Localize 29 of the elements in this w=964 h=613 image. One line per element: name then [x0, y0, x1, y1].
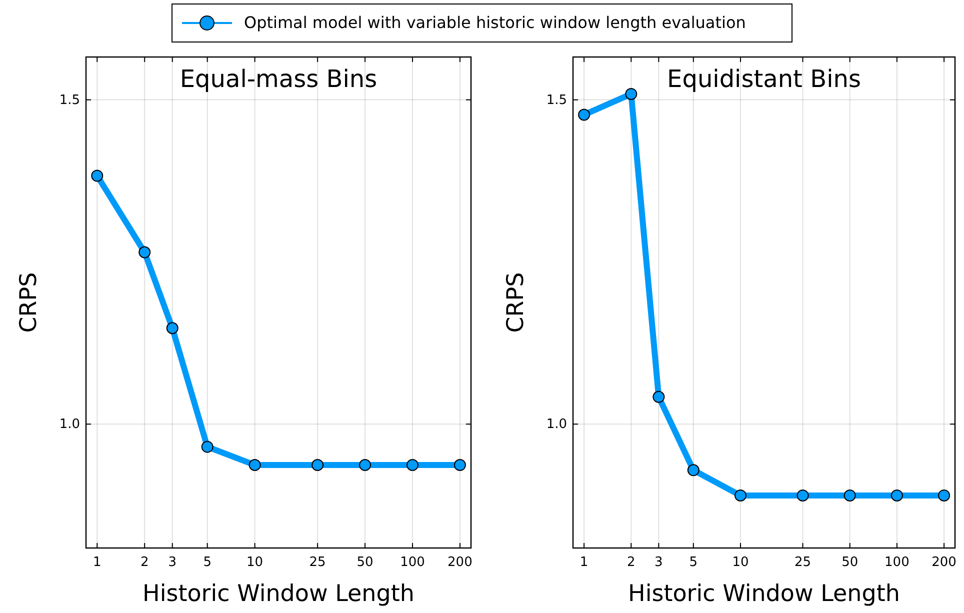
y-axis-title: CRPS — [503, 272, 529, 333]
x-tick-label: 1 — [92, 555, 102, 570]
x-tick-label: 200 — [448, 555, 472, 570]
x-tick-label: 100 — [400, 555, 425, 570]
x-tick-label: 2 — [140, 555, 149, 570]
x-axis-title: Historic Window Length — [142, 581, 414, 607]
x-tick-label: 25 — [794, 555, 812, 570]
chart-title: Equal-mass Bins — [180, 65, 378, 93]
y-tick-label: 1.5 — [59, 92, 80, 108]
x-tick-label: 5 — [203, 555, 212, 570]
x-tick-label: 2 — [627, 555, 636, 570]
x-axis-title: Historic Window Length — [628, 581, 900, 607]
y-tick-label: 1.0 — [59, 417, 80, 432]
x-tick-label: 3 — [168, 555, 177, 570]
y-axis-title: CRPS — [16, 272, 42, 333]
x-tick-label: 3 — [654, 555, 663, 570]
x-tick-label: 50 — [842, 555, 858, 570]
x-tick-label: 100 — [884, 555, 910, 570]
x-tick-label: 10 — [246, 555, 264, 570]
legend-label: Optimal model with variable historic window length evaluation — [244, 13, 746, 32]
x-tick-label: 200 — [932, 555, 956, 570]
x-tick-label: 25 — [309, 555, 326, 570]
y-tick-label: 1.5 — [546, 92, 567, 108]
x-tick-label: 1 — [580, 555, 588, 570]
x-tick-label: 5 — [689, 555, 698, 570]
x-tick-label: 10 — [732, 555, 749, 570]
chart-title: Equidistant Bins — [667, 65, 861, 93]
y-tick-label: 1.0 — [546, 417, 567, 432]
x-tick-label: 50 — [356, 555, 374, 570]
